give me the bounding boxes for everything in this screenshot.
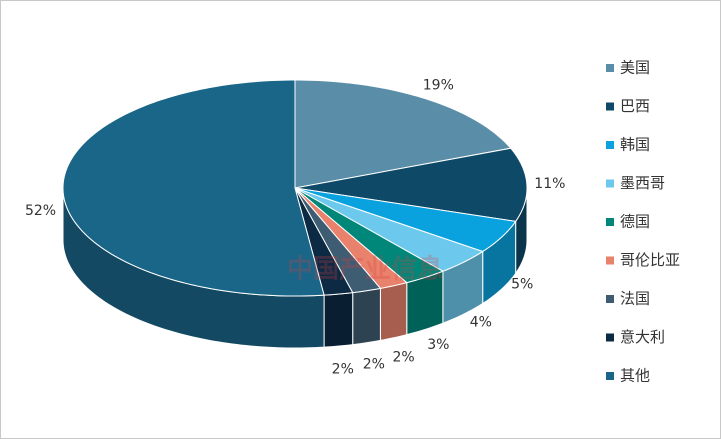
- data-label: 19%: [423, 77, 454, 93]
- legend-swatch: [606, 102, 614, 111]
- legend-swatch: [606, 141, 614, 149]
- slice: [294, 187, 484, 272]
- slice: [294, 187, 382, 294]
- data-label: 5%: [511, 277, 533, 293]
- slice-side: [379, 282, 408, 342]
- legend-swatch: [606, 179, 614, 188]
- data-label: 3%: [427, 337, 449, 353]
- legend-swatch: [606, 333, 614, 342]
- data-label: 2%: [332, 361, 354, 377]
- legend-label: 墨西哥: [620, 174, 665, 192]
- slice: [294, 187, 445, 284]
- slice: [294, 187, 517, 253]
- slice-side: [323, 292, 354, 348]
- legend-label: 德国: [620, 213, 650, 231]
- slice: [294, 187, 354, 296]
- legend-label: 法国: [620, 290, 650, 308]
- legend-swatch: [606, 218, 614, 226]
- data-label: 52%: [25, 203, 56, 219]
- legend-swatch: [606, 64, 614, 72]
- legend-label: 哥伦比亚: [620, 251, 680, 269]
- legend-swatch: [606, 295, 614, 303]
- legend-label: 其他: [620, 367, 650, 385]
- data-label: 4%: [470, 315, 492, 331]
- legend-label: 巴西: [620, 97, 650, 115]
- legend-label: 美国: [620, 59, 650, 77]
- legend-swatch: [606, 256, 614, 265]
- legend-label: 韩国: [620, 136, 650, 154]
- slice-side: [352, 287, 381, 346]
- slice: [294, 79, 512, 189]
- data-label: 11%: [534, 176, 565, 192]
- data-label: 2%: [392, 349, 414, 365]
- slice: [62, 79, 325, 297]
- legend-label: 意大利: [620, 328, 665, 346]
- slice: [294, 147, 528, 222]
- data-label: 2%: [363, 356, 385, 372]
- legend-swatch: [606, 372, 614, 380]
- slice: [294, 187, 408, 289]
- watermark: 中国产业信息: [287, 254, 443, 285]
